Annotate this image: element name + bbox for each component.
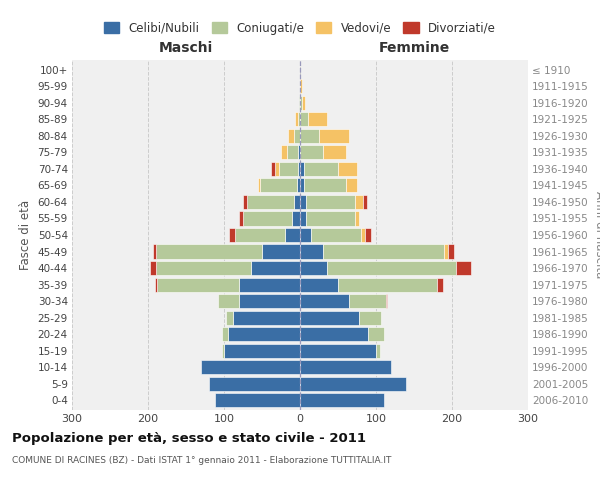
Bar <box>155 278 157 291</box>
Bar <box>361 228 365 242</box>
Bar <box>201 360 300 374</box>
Bar <box>349 294 386 308</box>
Bar <box>262 244 300 258</box>
Bar <box>323 244 445 258</box>
Bar <box>157 278 239 291</box>
Bar <box>300 212 306 226</box>
Text: Popolazione per età, sesso e stato civile - 2011: Popolazione per età, sesso e stato civil… <box>12 432 366 445</box>
Bar <box>363 195 367 209</box>
Bar <box>300 178 304 192</box>
Text: Femmine: Femmine <box>379 41 449 55</box>
Bar <box>275 162 279 176</box>
Bar <box>298 162 300 176</box>
Bar <box>299 96 300 110</box>
Bar <box>338 162 357 176</box>
Bar <box>445 244 448 258</box>
Bar <box>285 228 300 242</box>
Bar <box>223 344 224 357</box>
Bar <box>300 80 302 94</box>
Bar <box>226 310 233 324</box>
Bar <box>437 278 443 291</box>
Bar <box>247 195 294 209</box>
Bar <box>152 244 155 258</box>
Bar <box>300 344 376 357</box>
Bar <box>271 162 275 176</box>
Bar <box>300 310 359 324</box>
Bar <box>304 162 338 176</box>
Bar <box>300 376 406 390</box>
Bar <box>292 212 300 226</box>
Bar <box>368 327 383 341</box>
Bar <box>228 327 300 341</box>
Bar <box>302 96 305 110</box>
Bar <box>300 261 326 275</box>
Bar <box>386 294 388 308</box>
Y-axis label: Fasce di età: Fasce di età <box>19 200 32 270</box>
Bar <box>304 178 346 192</box>
Bar <box>235 228 285 242</box>
Bar <box>300 228 311 242</box>
Bar <box>239 212 243 226</box>
Bar <box>298 146 300 160</box>
Bar <box>288 129 294 143</box>
Bar <box>355 212 359 226</box>
Bar <box>319 129 349 143</box>
Bar <box>323 146 346 160</box>
Bar <box>300 112 308 126</box>
Bar <box>456 261 471 275</box>
Bar <box>300 278 338 291</box>
Bar <box>258 178 260 192</box>
Bar <box>355 195 363 209</box>
Bar <box>300 162 304 176</box>
Bar <box>300 360 391 374</box>
Bar <box>243 195 247 209</box>
Bar <box>300 393 383 407</box>
Bar <box>359 310 380 324</box>
Bar <box>300 146 323 160</box>
Bar <box>233 310 300 324</box>
Bar <box>300 96 302 110</box>
Bar <box>308 112 326 126</box>
Y-axis label: Anni di nascita: Anni di nascita <box>593 192 600 278</box>
Bar <box>279 162 298 176</box>
Bar <box>209 376 300 390</box>
Bar <box>239 278 300 291</box>
Bar <box>326 261 456 275</box>
Bar <box>448 244 454 258</box>
Bar <box>224 344 300 357</box>
Text: Maschi: Maschi <box>159 41 213 55</box>
Bar <box>155 261 251 275</box>
Bar <box>294 129 300 143</box>
Bar <box>306 212 355 226</box>
Bar <box>294 195 300 209</box>
Bar <box>306 195 355 209</box>
Bar <box>365 228 371 242</box>
Legend: Celibi/Nubili, Coniugati/e, Vedovi/e, Divorziati/e: Celibi/Nubili, Coniugati/e, Vedovi/e, Di… <box>99 17 501 40</box>
Bar <box>300 129 319 143</box>
Bar <box>243 212 292 226</box>
Bar <box>300 244 323 258</box>
Bar <box>215 393 300 407</box>
Bar <box>300 327 368 341</box>
Bar <box>338 278 437 291</box>
Bar <box>229 228 235 242</box>
Bar <box>287 146 298 160</box>
Bar <box>376 344 380 357</box>
Bar <box>239 294 300 308</box>
Bar <box>218 294 239 308</box>
Bar <box>155 244 262 258</box>
Bar <box>298 112 300 126</box>
Bar <box>149 261 155 275</box>
Bar <box>260 178 297 192</box>
Bar <box>297 178 300 192</box>
Bar <box>222 327 228 341</box>
Bar <box>295 112 298 126</box>
Bar <box>300 294 349 308</box>
Text: COMUNE DI RACINES (BZ) - Dati ISTAT 1° gennaio 2011 - Elaborazione TUTTITALIA.IT: COMUNE DI RACINES (BZ) - Dati ISTAT 1° g… <box>12 456 391 465</box>
Bar <box>251 261 300 275</box>
Bar <box>311 228 361 242</box>
Bar <box>281 146 287 160</box>
Bar <box>300 195 306 209</box>
Bar <box>346 178 357 192</box>
